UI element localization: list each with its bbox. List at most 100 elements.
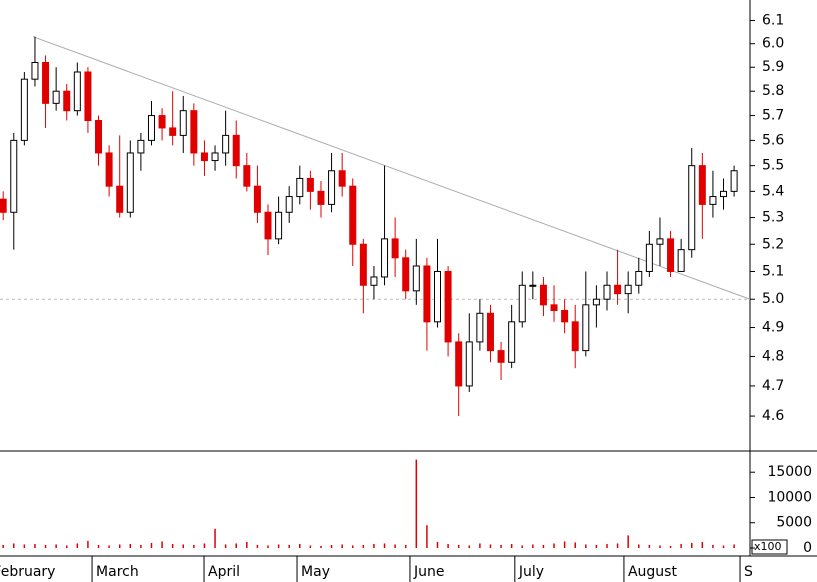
x-tick-label: S [744,564,753,580]
y-tick-label: 5.4 [762,183,784,199]
y-tick-label: 5.9 [762,59,784,75]
candle-body [179,110,187,136]
x-tick-label: June [413,564,445,580]
y-tick-label: 5.2 [762,236,784,252]
candle-body [465,341,473,387]
candle-body [264,211,272,240]
candle-body [20,78,28,141]
candle-body [550,304,558,311]
y-tick-label: 5.7 [762,108,784,124]
candle-body [275,211,283,240]
candle-body [423,265,431,323]
y-tick-label: 6.0 [762,36,784,52]
candle-body [677,249,685,272]
candle-body [402,257,410,292]
candle-body [667,238,675,272]
candle-body [243,165,251,187]
candle-body [698,165,706,205]
candle-body [688,165,696,251]
candle-body [412,265,420,292]
x-tick-label: February [0,564,55,580]
y-tick-label: 5.3 [762,210,784,226]
y-tick-label: 4.7 [762,378,784,394]
candle-body [476,312,484,343]
candle-body [635,270,643,286]
candle-body [455,341,463,387]
y-tick-label: 5.1 [762,263,784,279]
candle-body [328,170,336,205]
candle-body [614,284,622,295]
candle-body [158,115,166,129]
y-tick-label: 5.0 [762,291,784,307]
candle-body [105,152,113,187]
candle-body [285,196,293,213]
volume-tick-label: 15000 [767,464,812,480]
x-tick-label: May [301,564,330,580]
candle-body [126,152,134,213]
x-tick-label: August [628,564,678,580]
candle-body [317,190,325,205]
candle-body [116,185,124,213]
y-tick-label: 4.8 [762,348,784,364]
candle-body [720,190,728,198]
candle-body [529,284,537,287]
y-tick-label: 6.1 [762,13,784,29]
candle-body [603,284,611,300]
candle-body [645,243,653,272]
y-tick-label: 5.8 [762,83,784,99]
y-tick-label: 5.6 [762,132,784,148]
candle-body [338,170,346,187]
x-tick-label: April [208,564,240,580]
candle-body [222,134,230,154]
candle-body [656,238,664,245]
candle-body [211,152,219,162]
candle-body [571,321,579,352]
volume-unit: x100 [754,540,782,553]
candle-body [349,185,357,245]
candle-body [624,284,632,295]
candle-body [84,71,92,122]
volume-tick-label: 5000 [776,515,812,531]
candle-body [539,284,547,306]
candle-body [508,321,516,363]
candle-body [709,196,717,205]
candle-body [73,71,81,112]
volume-tick-label: 10000 [767,489,812,505]
candle-body [359,243,367,286]
candle-body [592,298,600,306]
y-tick-label: 4.9 [762,320,784,336]
candle-body [381,238,389,278]
trendline [32,36,751,300]
candle-body [296,177,304,198]
candle-body [147,115,155,141]
candle-body [306,177,314,192]
x-tick-label: March [96,564,139,580]
candle-body [518,284,526,323]
candle-body [582,304,590,352]
candle-body [391,238,399,259]
candle-body [137,139,145,154]
candle-body [444,270,452,343]
candle-body [370,276,378,286]
candle-body [561,309,569,323]
candle-body [253,185,261,213]
candle-body [52,90,60,104]
candle-body [0,198,7,213]
volume-tick-label: 0 [803,540,812,556]
candle-body [200,152,208,162]
candle-body [10,139,18,213]
y-tick-label: 5.5 [762,158,784,174]
candle-body [31,62,39,80]
y-tick-label: 4.6 [762,408,784,424]
candle-body [63,90,71,112]
candle-body [169,127,177,136]
candle-body [434,270,441,323]
candle-body [42,62,50,104]
candle-body [486,312,494,352]
x-tick-label: July [518,564,544,580]
unit-box [751,539,788,555]
candle-body [190,110,198,154]
candle-body [497,350,505,363]
candle-body [95,120,103,154]
